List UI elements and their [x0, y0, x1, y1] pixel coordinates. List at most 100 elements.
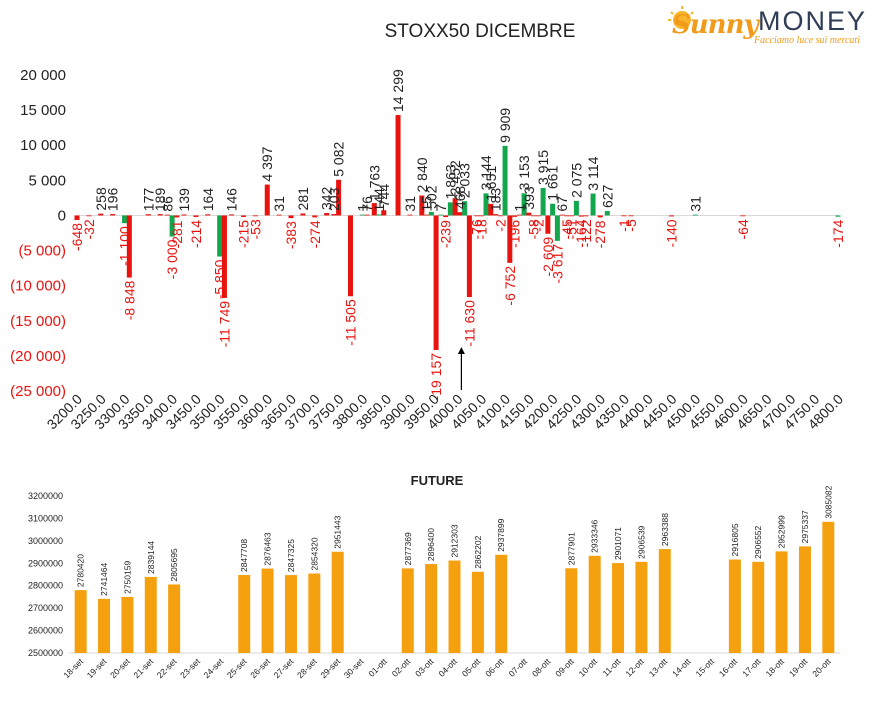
bar: [264, 184, 270, 216]
brand-sunny: Sunny: [672, 10, 759, 40]
bar-value-label: 3085082: [823, 485, 833, 518]
bar: [181, 214, 187, 216]
bar: [74, 215, 80, 220]
bar: [174, 215, 180, 218]
bar: [550, 203, 556, 216]
bar: [443, 215, 449, 218]
bar: [564, 215, 570, 217]
bar: [569, 215, 575, 217]
bar: [512, 215, 518, 217]
bar-value-label: -3 000: [164, 239, 180, 279]
bar-value-label: 2876463: [263, 532, 273, 565]
bar-value-label: 2 840: [414, 157, 430, 192]
sun-icon: [668, 6, 694, 29]
bar-value-label: 189: [152, 188, 168, 212]
x-tick-label: 12-ott: [623, 656, 646, 679]
bar-value-label: 2896400: [426, 528, 436, 561]
bar: [395, 115, 401, 216]
bar: [775, 551, 788, 653]
bar: [121, 596, 134, 653]
bar-value-label: 146: [224, 188, 240, 212]
bar-value-label: 164: [200, 188, 216, 212]
bar: [168, 584, 181, 653]
bar: [324, 213, 330, 216]
bar-value-label: 1: [511, 204, 527, 212]
bar-value-label: 2906539: [636, 525, 646, 558]
bar: [288, 215, 294, 219]
bar: [98, 213, 104, 216]
bar: [573, 200, 579, 216]
bar-value-label: -648: [69, 223, 85, 251]
bar: [488, 203, 494, 216]
bar: [495, 554, 508, 653]
bar-value-label: -174: [830, 219, 846, 247]
bar-value-label: -53: [247, 219, 263, 239]
y-axis-ticks: 20 000 15 000 10 000 5 000 0 (5 000) (10 000) (…: [10, 67, 66, 400]
bar-value-label: 2901071: [613, 527, 623, 560]
bar: [144, 576, 157, 653]
bar-value-label: -215: [235, 220, 251, 248]
y-tick-label: 10 000: [20, 137, 66, 154]
bar-value-label: -122: [578, 219, 594, 247]
bar: [312, 215, 318, 218]
x-tick-label: 21-set: [131, 656, 155, 680]
bar-value-label: 31: [402, 196, 418, 212]
bar-value-label: 2854320: [309, 537, 319, 570]
x-tick-label: 20-ott: [810, 656, 833, 679]
bar: [531, 215, 537, 217]
bar: [483, 193, 489, 216]
x-axis-ticks: 3200.03250.03300.03350.03400.03450.03500…: [44, 391, 847, 433]
x-tick-label: 19-set: [85, 656, 109, 680]
bar: [471, 571, 484, 653]
bar: [428, 211, 434, 216]
bar: [474, 215, 480, 217]
data-labels: 2780420 2741464 2750159 2839144 2805695 28477…: [76, 485, 834, 595]
bar: [565, 568, 578, 653]
bar-value-label: 2 452: [447, 160, 463, 195]
bar-value-label: 2906552: [753, 525, 763, 558]
y-tick-label: 2800000: [28, 581, 63, 591]
bar-value-label: 468: [452, 186, 468, 210]
bar-value-label: -5 850: [212, 259, 228, 299]
bar-value-label: 31: [687, 196, 703, 212]
bar-value-label: 744: [376, 184, 392, 208]
bar-value-label: 2877369: [403, 532, 413, 565]
bar-value-label: 1: [354, 204, 370, 212]
bar: [447, 202, 453, 216]
bar-value-label: -239: [438, 220, 454, 248]
bar: [554, 215, 560, 241]
x-tick-label: 14-ott: [670, 656, 693, 679]
bar-value-label: 31: [271, 196, 287, 212]
bar-value-label: 2780420: [76, 554, 86, 587]
bar: [798, 546, 811, 653]
bar: [276, 214, 282, 216]
bar: [371, 203, 377, 216]
arrow-annotation: [457, 347, 465, 390]
bar: [347, 215, 353, 297]
x-tick-label: 24-set: [202, 656, 226, 680]
bar: [217, 215, 223, 257]
bar-value-label: -2 609: [540, 237, 556, 277]
x-tick-label: 05-ott: [460, 656, 483, 679]
bar-value-label: -11 749: [216, 301, 232, 348]
y-tick-label: (20 000): [10, 348, 66, 365]
bar-value-label: 67: [554, 196, 570, 212]
bar-value-label: -278: [592, 220, 608, 248]
x-tick-label: 26-set: [248, 656, 272, 680]
bar: [545, 215, 551, 234]
bar: [74, 590, 87, 653]
bar-value-label: 3 114: [585, 156, 601, 190]
bar-value-label: 2862202: [473, 535, 483, 568]
chart-title: FUTURE: [411, 473, 464, 488]
bar-value-label: 1 863: [442, 164, 458, 199]
y-tick-label: 5 000: [28, 172, 66, 189]
bar: [728, 559, 741, 653]
bar: [604, 211, 610, 216]
bar-value-label: 196: [105, 187, 121, 211]
bar: [238, 575, 251, 653]
bar-value-label: -6 752: [502, 266, 518, 306]
bar: [497, 215, 503, 217]
bar: [507, 215, 513, 263]
x-tick-label: 03-ott: [413, 656, 436, 679]
